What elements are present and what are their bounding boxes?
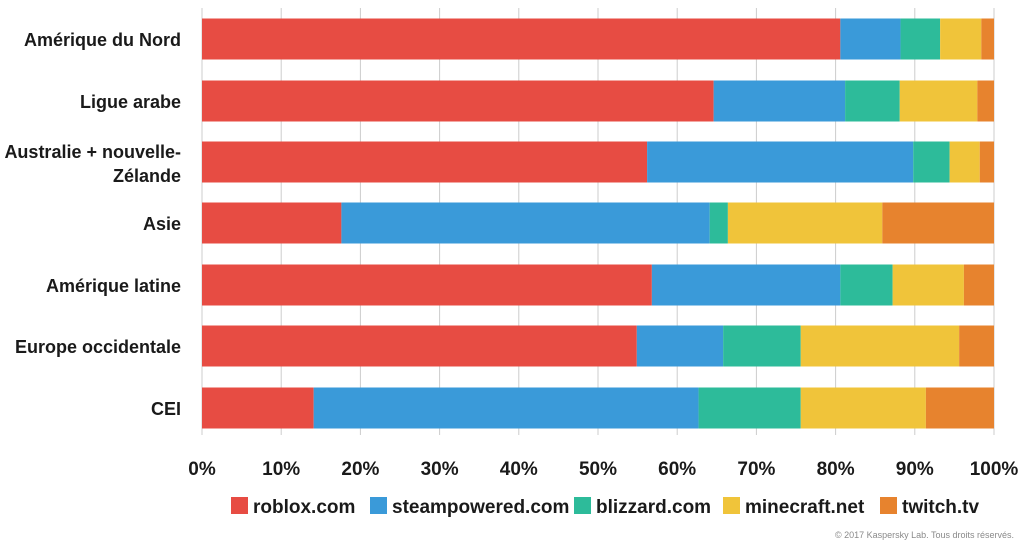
bar-segment-minecraft-net [727,202,883,244]
bar-segment-blizzard-com [900,18,941,60]
bar-segment-roblox-com [202,80,714,122]
bar-segment-roblox-com [202,387,314,429]
legend: roblox.com steampowered.com blizzard.com mi… [231,497,979,518]
bar-segment-twitch-tv [977,80,994,122]
bar-segment-steampowered-com [713,80,846,122]
bar-row [202,202,994,244]
legend-item: minecraft.net [723,497,865,518]
category-label: Ligue arabe [80,92,181,112]
bar-segment-twitch-tv [959,325,994,367]
legend-swatch [231,497,248,514]
legend-label: roblox.com [253,497,355,518]
legend-swatch [723,497,740,514]
bar-segment-twitch-tv [882,202,994,244]
bar-segment-minecraft-net [800,387,926,429]
x-tick-label: 40% [500,459,538,480]
x-tick-label: 60% [658,459,696,480]
legend-swatch [880,497,897,514]
bar-segment-roblox-com [202,264,652,306]
bar-segment-twitch-tv [925,387,994,429]
bar-row [202,80,994,122]
bar-segment-roblox-com [202,141,648,183]
bar-segment-roblox-com [202,18,841,60]
x-tick-label: 10% [262,459,300,480]
x-tick-label: 70% [737,459,775,480]
bar-segment-twitch-tv [981,18,994,60]
copyright-text: © 2017 Kaspersky Lab. Tous droits réserv… [835,530,1014,540]
x-tick-label: 50% [579,459,617,480]
bar-segment-steampowered-com [651,264,841,306]
bar-segment-roblox-com [202,202,342,244]
category-label: Amérique latine [46,276,181,296]
legend-item: steampowered.com [370,497,569,518]
legend-label: blizzard.com [596,497,711,518]
bar-segment-steampowered-com [313,387,699,429]
x-tick-label: 80% [817,459,855,480]
category-label: Amérique du Nord [24,30,181,50]
bar-segment-blizzard-com [840,264,893,306]
bar-row [202,18,994,60]
bar-segment-roblox-com [202,325,637,367]
x-tick-label: 20% [341,459,379,480]
x-tick-label: 100% [970,459,1019,480]
legend-label: twitch.tv [902,497,979,518]
bar-segment-minecraft-net [800,325,960,367]
bar-segment-steampowered-com [840,18,901,60]
x-tick-label: 0% [188,459,216,480]
x-tick-label: 30% [421,459,459,480]
bar-segment-minecraft-net [899,80,978,122]
legend-item: twitch.tv [880,497,979,518]
bar-segment-minecraft-net [940,18,982,60]
bar-segment-steampowered-com [647,141,914,183]
bar-segment-twitch-tv [963,264,994,306]
legend-label: steampowered.com [392,497,569,518]
legend-item: roblox.com [231,497,355,518]
legend-swatch [574,497,591,514]
bar-segment-blizzard-com [723,325,801,367]
category-label: Europe occidentale [15,337,181,357]
bar-segment-blizzard-com [698,387,801,429]
legend-item: blizzard.com [574,497,711,518]
bar-segment-blizzard-com [709,202,728,244]
bar-segment-minecraft-net [892,264,964,306]
category-labels: Amérique du Nord Ligue arabe Australie + n… [4,30,181,419]
category-label: Asie [143,214,181,234]
bar-segment-steampowered-com [341,202,710,244]
bar-row [202,387,994,429]
bar-row [202,264,994,306]
legend-label: minecraft.net [745,497,865,518]
category-label: CEI [151,399,181,419]
x-tick-label: 90% [896,459,934,480]
legend-swatch [370,497,387,514]
bar-segment-blizzard-com [913,141,950,183]
category-label: Australie + nouvelle-Zélande [4,142,181,186]
bar-segment-blizzard-com [845,80,900,122]
bar-segment-minecraft-net [949,141,980,183]
bar-segment-steampowered-com [636,325,724,367]
x-axis-ticks: 0% 10% 20% 30% 40% 50% 60% 70% 80% 90% 100% [188,459,1018,480]
bar-row [202,325,994,367]
bar-row [202,141,994,183]
bars [202,18,994,429]
bar-segment-twitch-tv [979,141,994,183]
